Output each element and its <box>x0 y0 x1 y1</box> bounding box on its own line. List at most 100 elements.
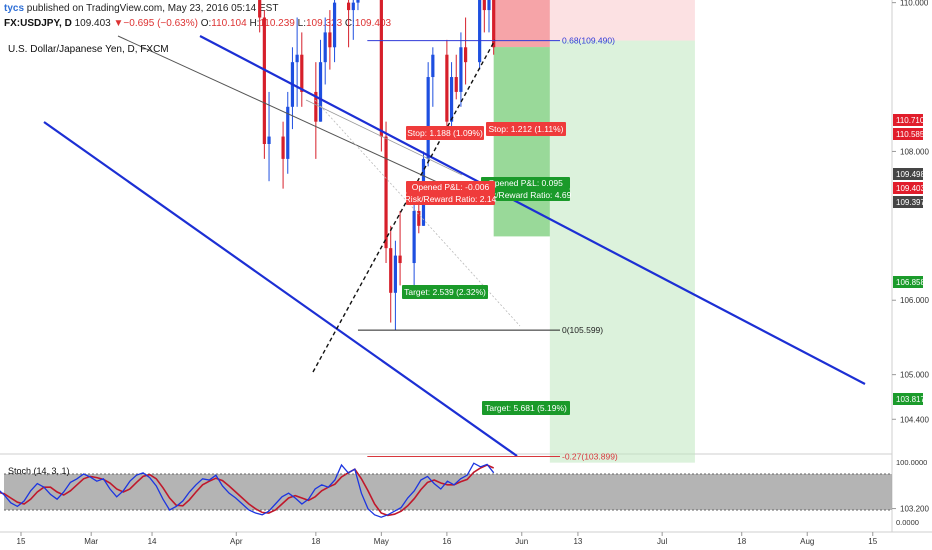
candle-body <box>431 54 435 78</box>
close-value: 109.403 <box>354 18 392 29</box>
target-label-1-box <box>402 285 488 299</box>
price-tick-label: 110.000 <box>900 0 929 8</box>
time-tick-label: 18 <box>311 537 320 546</box>
candle-body <box>379 0 383 137</box>
stoch-band <box>4 474 892 510</box>
candle-body <box>328 32 332 48</box>
stoch-tick-label: 0.0000 <box>896 518 919 527</box>
candle-body <box>262 17 266 144</box>
rr-label-2-box <box>481 189 570 201</box>
channel-lower-line <box>43 121 518 457</box>
support-dashed-line <box>312 39 496 373</box>
price-tag-box <box>893 393 923 405</box>
time-tick-label: Jul <box>657 537 667 546</box>
rr-label-1-box <box>406 193 495 205</box>
instrument-title: U.S. Dollar/Japanese Yen, D, FXCM <box>8 44 169 55</box>
target-zone-1 <box>493 47 550 237</box>
stoch-k-line <box>0 462 495 518</box>
stop-label-2-box <box>486 122 566 136</box>
candle-body <box>482 0 486 11</box>
price-tag-box <box>893 128 923 140</box>
low-label: L: <box>297 18 306 29</box>
low-value: 109.323 <box>305 18 343 29</box>
pnl-label-1: Opened P&L: -0.006 <box>412 182 490 192</box>
time-tick-label: Aug <box>800 537 814 546</box>
open-label: O: <box>200 18 212 29</box>
stop-zone-1 <box>493 0 550 48</box>
target-label-2: Target: 5.681 (5.19%) <box>485 403 567 413</box>
price-tag-box <box>893 182 923 194</box>
time-tick-label: 16 <box>442 537 451 546</box>
time-tick-label: 14 <box>148 537 157 546</box>
publish-line: tycs published on TradingView.com, May 2… <box>4 3 278 14</box>
price-tick-label: 103.200 <box>900 505 929 514</box>
fib-level-neg027-label: -0.27(103.899) <box>562 452 618 462</box>
time-tick-label: Apr <box>230 537 243 546</box>
stop-label-2: Stop: 1.212 (1.11%) <box>489 124 564 134</box>
candle-body <box>393 255 397 293</box>
target-label-2-box <box>482 401 570 415</box>
down-arrow-icon: ▼ <box>113 18 124 29</box>
trend-line-grey <box>305 99 463 176</box>
stoch-title: Stoch (14, 3, 1) <box>8 466 70 476</box>
candle-body <box>417 210 421 226</box>
candle-body <box>314 91 318 122</box>
candle-body <box>478 0 482 63</box>
candle-body <box>281 136 285 159</box>
rr-label-1: Risk/Reward Ratio: 2.14 <box>405 194 497 204</box>
candle-body <box>267 136 271 144</box>
candle-body <box>445 54 449 122</box>
channel-upper-line <box>199 35 866 385</box>
symbol-label[interactable]: FX:USDJPY, D <box>4 18 72 29</box>
time-tick-label: 15 <box>868 537 877 546</box>
price-tag-label: 103.817 <box>896 395 925 404</box>
stop-zone-2 <box>549 0 695 41</box>
stoch-d-line <box>0 464 495 517</box>
price-tick-label: 105.000 <box>900 371 929 380</box>
author-name[interactable]: tycs <box>4 3 25 14</box>
candle-body <box>295 54 299 63</box>
price-tag-label: 109.498 <box>896 170 925 179</box>
candle-body <box>258 0 262 18</box>
candle-body <box>487 0 491 11</box>
price-tag-label: 106.858 <box>896 278 925 287</box>
price-tag-box <box>893 276 923 288</box>
candle-body <box>412 210 416 264</box>
target-zone-2 <box>549 40 695 463</box>
candle-body <box>426 77 430 159</box>
price-tick-label: 106.000 <box>900 296 929 305</box>
chart-header: tycs published on TradingView.com, May 2… <box>0 0 932 34</box>
candle-body <box>449 77 454 122</box>
price-tag-box <box>893 168 923 180</box>
high-value: 110.239 <box>259 18 295 29</box>
fib-diagonal <box>314 99 521 327</box>
candle-body <box>347 2 351 11</box>
price-tag-label: 109.403 <box>896 184 925 193</box>
candle-body <box>351 2 355 11</box>
open-value: 110.104 <box>211 18 247 29</box>
time-tick-label: 15 <box>17 537 26 546</box>
fib-level-0-label: 0(105.599) <box>562 325 603 335</box>
last-price: 109.403 <box>74 18 111 29</box>
trend-line-thin <box>117 35 473 199</box>
candle-body <box>323 32 327 63</box>
stoch-tick-label: 100.0000 <box>896 458 927 467</box>
stop-label-1: Stop: 1.188 (1.09%) <box>407 128 483 138</box>
publish-info: published on TradingView.com, May 23, 20… <box>24 3 279 14</box>
price-tag-label: 110.585 <box>896 130 925 139</box>
price-change: −0.695 (−0.63%) <box>123 18 198 29</box>
high-label: H: <box>249 18 260 29</box>
candle-body <box>300 54 304 92</box>
rr-label-2: Risk/Reward Ratio: 4.69 <box>480 190 572 200</box>
candle-body <box>454 77 458 92</box>
price-tag-label: 110.710 <box>896 116 925 125</box>
candle-body <box>332 2 337 48</box>
price-tag-box <box>893 114 923 126</box>
time-tick-label: Mar <box>84 537 98 546</box>
fib-level-068-label: 0.68(109.490) <box>562 36 615 46</box>
close-label: C: <box>344 18 355 29</box>
price-tick-label: 108.000 <box>900 147 929 156</box>
candle-body <box>464 47 468 63</box>
